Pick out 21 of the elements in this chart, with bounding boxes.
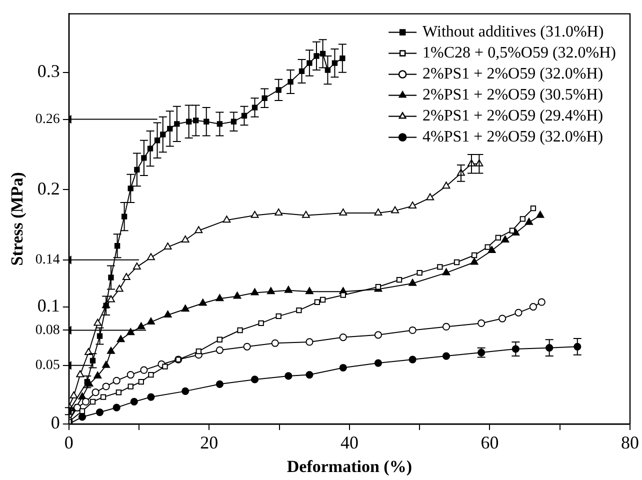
- x-axis-title: Deformation (%): [286, 457, 412, 476]
- x-tick-label: 0: [64, 432, 74, 453]
- x-tick-label: 80: [621, 432, 639, 453]
- y-tick-label: 0.08: [35, 322, 60, 338]
- legend-label: 1%C28 + 0,5%O59 (32.0%H): [422, 44, 616, 62]
- x-tick-label: 40: [340, 432, 358, 453]
- legend-label: Without additives (31.0%H): [422, 24, 604, 41]
- y-tick-label: 0.26: [35, 112, 60, 127]
- legend-label: 4%PS1 + 2%O59 (32.0%H): [422, 128, 604, 146]
- legend-label: 2%PS1 + 2%O59 (30.5%H): [422, 86, 604, 104]
- y-tick-label: 0.1: [37, 296, 60, 316]
- legend-label: 2%PS1 + 2%O59 (29.4%H): [422, 108, 604, 125]
- y-tick-label: 0.3: [37, 61, 60, 82]
- y-tick-label: 0.2: [37, 178, 60, 198]
- y-tick-label: 0: [50, 412, 60, 433]
- legend-label: 2%PS1 + 2%O59 (32.0%H): [422, 66, 604, 83]
- y-tick-label: 0.05: [35, 358, 60, 374]
- x-tick-label: 60: [480, 432, 499, 453]
- y-axis-title: Stress (MPa): [8, 172, 27, 266]
- y-tick-label: 0.14: [35, 252, 60, 268]
- x-tick-label: 20: [200, 432, 218, 453]
